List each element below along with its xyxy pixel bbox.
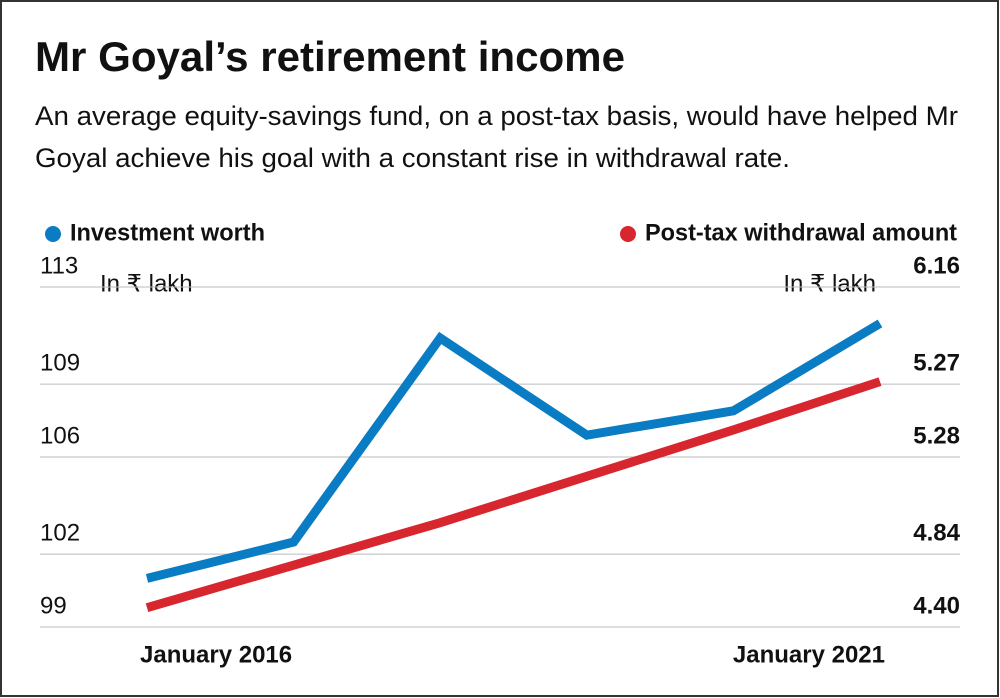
subtitle: An average equity-savings fund, on a pos…: [35, 101, 958, 131]
legend-label: Investment worth: [70, 219, 265, 246]
legend-marker: [45, 226, 61, 242]
y-tick-label: 99: [40, 592, 67, 619]
legend-label: Post-tax withdrawal amount: [645, 219, 957, 246]
y2-tick-label: 5.27: [913, 349, 960, 376]
line-series: [145, 377, 882, 613]
x-tick-label: January 2016: [140, 641, 292, 668]
y2-tick-label: 4.84: [913, 519, 960, 546]
y2-axis-label: In ₹ lakh: [783, 270, 876, 297]
chart-title: Mr Goyal’s retirement income: [35, 33, 625, 80]
line-series: [145, 319, 883, 583]
subtitle: Goyal achieve his goal with a constant r…: [35, 143, 790, 173]
y-axis-label: In ₹ lakh: [100, 270, 193, 297]
x-tick-label: January 2021: [733, 641, 885, 668]
y-tick-label: 106: [40, 422, 80, 449]
y2-tick-label: 6.16: [913, 252, 960, 279]
y-tick-label: 113: [40, 252, 78, 279]
y2-tick-label: 5.28: [913, 422, 960, 449]
legend-marker: [620, 226, 636, 242]
y2-tick-label: 4.40: [913, 592, 960, 619]
y-tick-label: 102: [40, 519, 80, 546]
y-tick-label: 109: [40, 349, 80, 376]
